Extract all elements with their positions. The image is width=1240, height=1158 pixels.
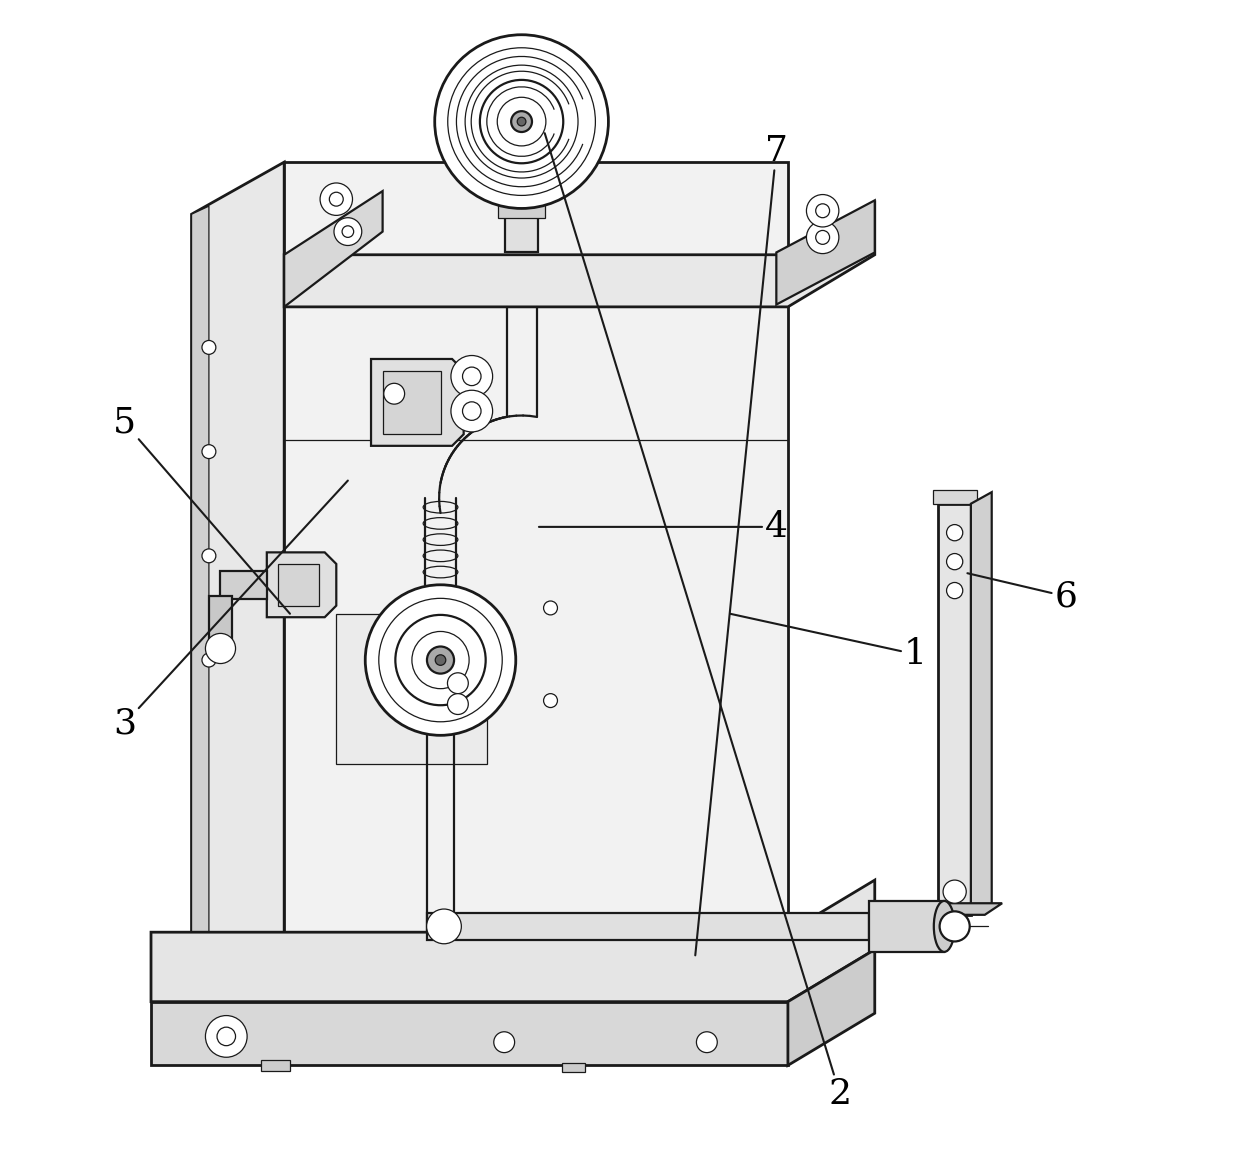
Circle shape xyxy=(217,1027,236,1046)
Polygon shape xyxy=(191,206,208,990)
Polygon shape xyxy=(284,203,874,307)
Circle shape xyxy=(946,525,962,541)
Polygon shape xyxy=(284,191,383,307)
Circle shape xyxy=(366,585,516,735)
Circle shape xyxy=(944,880,966,903)
Polygon shape xyxy=(336,614,487,764)
Polygon shape xyxy=(562,1063,585,1072)
Circle shape xyxy=(543,601,558,615)
Text: 7: 7 xyxy=(696,133,787,955)
Polygon shape xyxy=(932,490,977,504)
Circle shape xyxy=(816,230,830,244)
Circle shape xyxy=(202,549,216,563)
Text: 3: 3 xyxy=(113,481,348,741)
Polygon shape xyxy=(221,571,267,599)
Circle shape xyxy=(435,654,445,666)
Circle shape xyxy=(543,694,558,708)
Circle shape xyxy=(206,1016,247,1057)
Circle shape xyxy=(697,1032,717,1053)
Circle shape xyxy=(427,646,454,674)
Circle shape xyxy=(465,65,578,178)
Circle shape xyxy=(816,204,830,218)
Circle shape xyxy=(448,673,469,694)
Circle shape xyxy=(412,631,469,689)
Text: 5: 5 xyxy=(113,405,290,614)
Circle shape xyxy=(202,445,216,459)
Polygon shape xyxy=(371,359,464,446)
Circle shape xyxy=(946,554,962,570)
Polygon shape xyxy=(151,880,874,1002)
Polygon shape xyxy=(971,492,992,915)
Polygon shape xyxy=(869,901,944,952)
Polygon shape xyxy=(262,1060,290,1071)
Circle shape xyxy=(463,402,481,420)
Polygon shape xyxy=(787,950,874,1065)
Circle shape xyxy=(806,195,839,227)
Circle shape xyxy=(202,653,216,667)
Circle shape xyxy=(448,47,595,196)
Circle shape xyxy=(946,582,962,599)
Polygon shape xyxy=(498,199,544,218)
Circle shape xyxy=(342,226,353,237)
Polygon shape xyxy=(925,903,1002,915)
Circle shape xyxy=(427,909,461,944)
Circle shape xyxy=(448,694,469,714)
Polygon shape xyxy=(776,200,874,305)
Circle shape xyxy=(334,218,362,245)
Circle shape xyxy=(451,356,492,397)
Polygon shape xyxy=(208,596,232,643)
Polygon shape xyxy=(191,162,284,990)
Polygon shape xyxy=(506,208,538,252)
Text: 6: 6 xyxy=(967,573,1078,614)
Text: 1: 1 xyxy=(730,614,926,672)
Polygon shape xyxy=(383,371,440,434)
Circle shape xyxy=(396,615,486,705)
Polygon shape xyxy=(427,913,869,940)
Circle shape xyxy=(463,367,481,386)
Polygon shape xyxy=(939,504,971,915)
Polygon shape xyxy=(284,162,787,932)
Circle shape xyxy=(378,599,502,721)
Circle shape xyxy=(940,911,970,941)
Circle shape xyxy=(206,633,236,664)
Circle shape xyxy=(383,383,404,404)
Polygon shape xyxy=(151,1002,787,1065)
Circle shape xyxy=(320,183,352,215)
Polygon shape xyxy=(279,564,319,606)
Circle shape xyxy=(330,192,343,206)
Circle shape xyxy=(480,80,563,163)
Circle shape xyxy=(451,390,492,432)
Text: 2: 2 xyxy=(544,133,852,1112)
Ellipse shape xyxy=(934,901,955,952)
Circle shape xyxy=(202,340,216,354)
Circle shape xyxy=(517,117,526,126)
Circle shape xyxy=(511,111,532,132)
Circle shape xyxy=(435,35,609,208)
Polygon shape xyxy=(267,552,336,617)
Circle shape xyxy=(806,221,839,254)
Circle shape xyxy=(494,1032,515,1053)
Circle shape xyxy=(497,97,546,146)
Text: 4: 4 xyxy=(539,510,787,544)
